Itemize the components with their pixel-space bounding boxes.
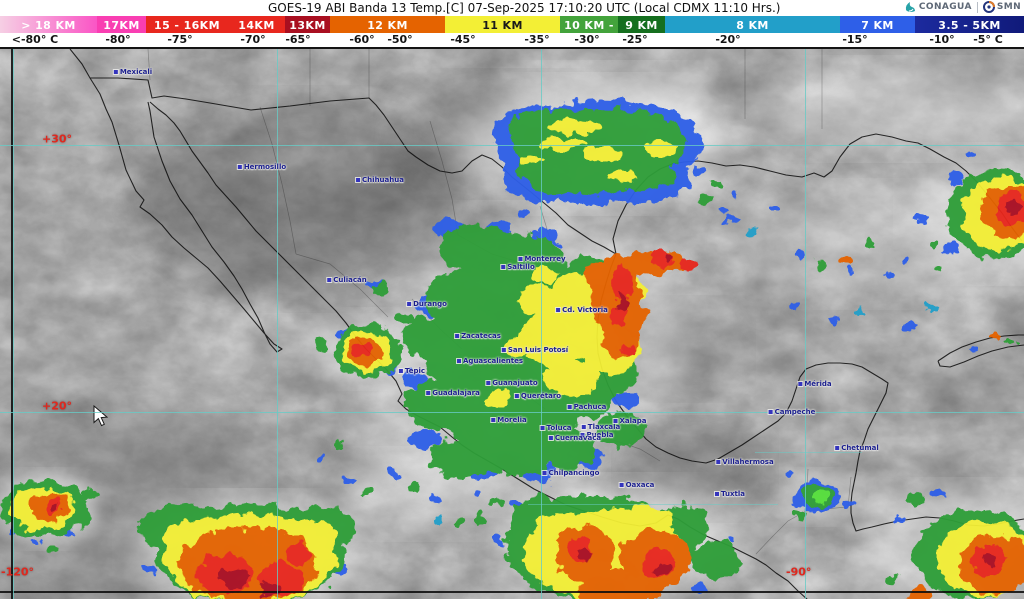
city-label-aguascalientes: Aguascalientes	[457, 357, 523, 365]
city-label-culiac-n: Culiacán	[327, 276, 367, 284]
altitude-scale-legend: > 18 KM 17KM 15 - 16KM 14KM 13KM 12 KM 11 KM 10…	[0, 16, 1024, 35]
city-label-chilpancingo: Chilpancingo	[543, 469, 600, 477]
legend-band-4: 14KM	[228, 16, 285, 35]
grid-meridian-3	[541, 49, 542, 599]
coordinate-label-3: -120°	[1, 565, 35, 579]
smn-label: SMN	[996, 2, 1021, 12]
city-label-xalapa: Xalapa	[614, 417, 647, 425]
satellite-imagery	[0, 49, 1024, 599]
map-neatline-left	[11, 49, 13, 599]
city-label-oaxaca: Oaxaca	[620, 481, 655, 489]
legend-band-6: 12 KM	[330, 16, 445, 35]
map-title: GOES-19 ABI Banda 13 Temp.[C] 07-Sep-202…	[268, 1, 781, 15]
temperature-tick-5: -65°	[285, 33, 311, 46]
city-label-cuernavaca: Cuernavaca	[549, 434, 601, 442]
temperature-tick-1: <-80° C	[11, 33, 59, 46]
city-label-tuxtla: Tuxtla	[715, 490, 745, 498]
city-label-guanajuato: Guanajuato	[486, 379, 537, 387]
temperature-tick-14: -10°	[929, 33, 955, 46]
coordinate-label-1: +30°	[42, 132, 73, 146]
city-label-san-luis-potos-: San Luis Potosí	[502, 346, 568, 354]
city-label-mexicali: Mexicali	[114, 68, 152, 76]
coordinate-label-2: +20°	[42, 399, 73, 413]
temperature-tick-9: -35°	[524, 33, 550, 46]
legend-band-10: 8 KM	[665, 16, 840, 35]
smn-icon	[982, 1, 995, 13]
temperature-tick-13: -15°	[842, 33, 868, 46]
city-label-hermosillo: Hermosillo	[238, 163, 286, 171]
grid-parallel-1	[0, 145, 1024, 146]
legend-band-3: 15 - 16KM	[146, 16, 228, 35]
conagua-label: CONAGUA	[918, 2, 972, 12]
grid-segment-1	[755, 452, 862, 453]
city-label-campeche: Campeche	[769, 408, 816, 416]
map-neatline-bottom	[0, 591, 1024, 593]
title-bar: GOES-19 ABI Banda 13 Temp.[C] 07-Sep-202…	[0, 0, 1024, 16]
temperature-tick-7: -50°	[387, 33, 413, 46]
grid-meridian-4	[805, 49, 806, 599]
temperature-tick-10: -30°	[574, 33, 600, 46]
temperature-tick-12: -20°	[715, 33, 741, 46]
city-label-zacatecas: Zacatecas	[455, 332, 501, 340]
city-label-chihuahua: Chihuahua	[356, 176, 404, 184]
temperature-tick-15: -5° C	[973, 33, 1003, 46]
legend-band-11: 7 KM	[840, 16, 915, 35]
legend-band-5: 13KM	[285, 16, 330, 35]
grid-parallel-2	[0, 412, 1024, 413]
conagua-icon	[905, 2, 915, 12]
satellite-map[interactable]: +30° +20° -120° -90° Mexicali Hermosillo Chihu…	[0, 47, 1024, 599]
legend-band-7: 11 KM	[445, 16, 560, 35]
city-label-quer-taro: Querétaro	[515, 392, 561, 400]
temperature-tick-2: -80°	[105, 33, 131, 46]
city-label-cd-victoria: Cd. Victoria	[556, 306, 608, 314]
city-label-chetumal: Chetumal	[835, 444, 879, 452]
city-label-durango: Durango	[407, 300, 447, 308]
city-label-m-rida: Mérida	[798, 380, 831, 388]
legend-band-9: 9 KM	[618, 16, 665, 35]
legend-band-8: 10 KM -	[560, 16, 618, 35]
grid-meridian-1	[13, 49, 14, 599]
city-label-tlaxcala: Tlaxcala	[582, 423, 620, 431]
conagua-logo: CONAGUA	[904, 1, 972, 13]
smn-logo: SMN	[982, 1, 1021, 13]
temperature-tick-4: -70°	[240, 33, 266, 46]
map-overlay: +30° +20° -120° -90° Mexicali Hermosillo Chihu…	[0, 49, 1024, 599]
temperature-tick-11: -25°	[622, 33, 648, 46]
city-label-morelia: Morelia	[491, 416, 527, 424]
logo-divider	[976, 1, 978, 13]
city-label-monterrey: Monterrey	[518, 255, 565, 263]
city-label-saltillo: Saltillo	[501, 263, 535, 271]
legend-band-2: 17KM	[97, 16, 146, 35]
temperature-tick-6: -60°	[349, 33, 375, 46]
cloud-top-overlays	[0, 99, 1024, 599]
grid-meridian-2	[277, 49, 278, 599]
city-label-villahermosa: Villahermosa	[716, 458, 773, 466]
temperature-scale: <-80° C -80° -75° -70° -65° -60° -50° -45° -35° -…	[0, 33, 1024, 47]
city-label-guadalajara: Guadalajara	[426, 389, 480, 397]
city-label-pachuca: Pachuca	[568, 403, 607, 411]
temperature-tick-8: -45°	[450, 33, 476, 46]
city-label-toluca: Toluca	[541, 424, 572, 432]
agency-logos: CONAGUA SMN	[904, 1, 1021, 13]
temperature-tick-3: -75°	[167, 33, 193, 46]
grid-segment-2	[528, 504, 778, 505]
legend-band-1: > 18 KM	[0, 16, 97, 35]
coordinate-label-4: -90°	[786, 565, 812, 579]
legend-band-12: 3.5 - 5KM	[915, 16, 1024, 35]
city-label-tepic: Tepic	[399, 367, 425, 375]
mouse-cursor	[93, 405, 109, 427]
